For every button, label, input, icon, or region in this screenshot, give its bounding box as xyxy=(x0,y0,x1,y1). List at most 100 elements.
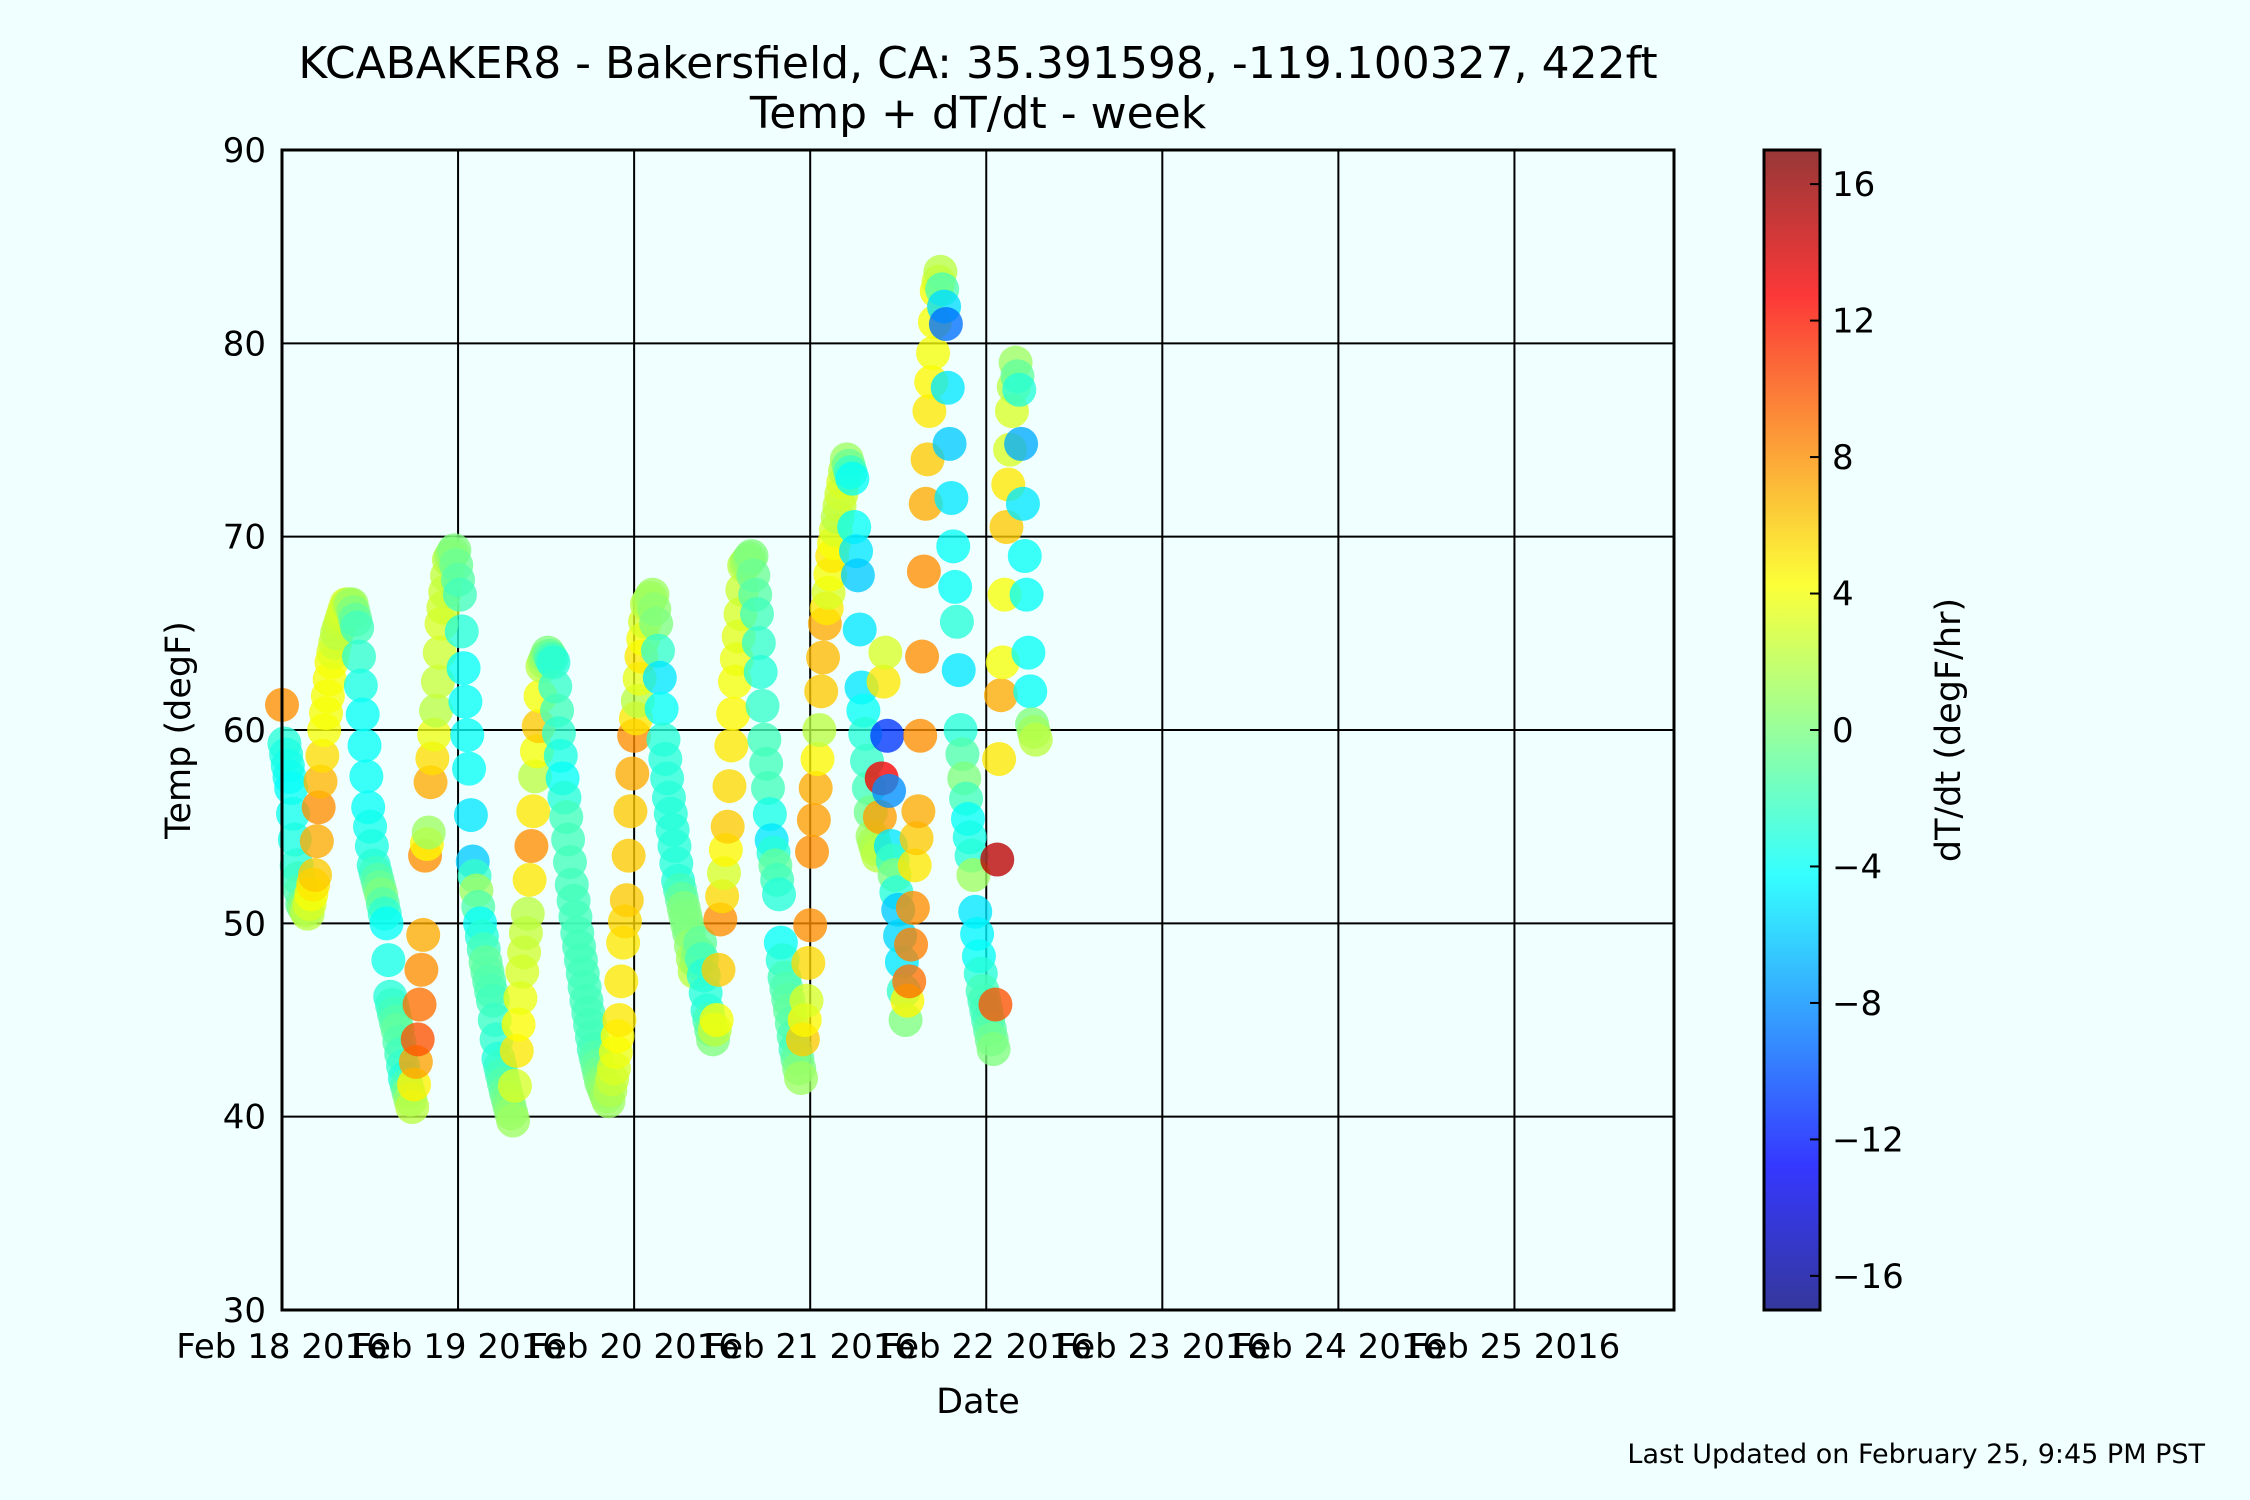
data-point xyxy=(906,554,941,589)
data-point xyxy=(609,883,644,918)
y-tick-label: 70 xyxy=(223,518,266,558)
data-point xyxy=(402,987,437,1022)
x-axis-label: Date xyxy=(936,1382,1020,1422)
data-point xyxy=(712,769,747,804)
data-point xyxy=(901,794,936,829)
data-point xyxy=(928,307,963,341)
data-point xyxy=(930,370,965,405)
data-point xyxy=(791,945,826,980)
data-point xyxy=(840,558,875,593)
data-points xyxy=(265,254,1053,1138)
data-point xyxy=(741,626,776,660)
data-point xyxy=(400,1022,435,1057)
data-point xyxy=(305,738,340,773)
colorbar-tick-label: −4 xyxy=(1832,847,1882,887)
data-point xyxy=(762,877,797,912)
data-point xyxy=(299,824,334,859)
data-point xyxy=(1007,539,1042,573)
x-tick-label: Feb 24 2016 xyxy=(1233,1327,1445,1367)
x-tick-label: Feb 23 2016 xyxy=(1057,1327,1269,1367)
y-tick-label: 60 xyxy=(223,711,266,751)
data-point xyxy=(943,713,978,747)
data-point xyxy=(1002,372,1037,407)
x-tick-label: Feb 25 2016 xyxy=(1409,1327,1621,1367)
data-point xyxy=(514,829,549,863)
data-point xyxy=(411,815,446,850)
data-point xyxy=(1018,722,1053,757)
data-point xyxy=(1009,577,1044,612)
data-point xyxy=(747,722,782,757)
colorbar-tick-label: 12 xyxy=(1832,302,1875,342)
y-tick-label: 40 xyxy=(223,1098,266,1138)
colorbar-ticks: 16 12 8 4 0 −4 −8 −12 −16 xyxy=(1810,165,1904,1297)
colorbar-label: dT/dt (degF/hr) xyxy=(1929,598,1969,862)
data-point xyxy=(371,943,406,978)
data-point xyxy=(870,718,905,753)
y-axis-ticks: 30 40 50 60 70 80 90 xyxy=(223,131,266,1331)
data-point xyxy=(369,906,404,941)
data-point xyxy=(982,742,1017,776)
data-point xyxy=(446,651,481,686)
data-point xyxy=(404,952,439,987)
last-updated-text: Last Updated on February 25, 9:45 PM PST xyxy=(1627,1439,2205,1470)
data-point xyxy=(793,908,828,943)
data-point xyxy=(795,834,830,869)
chart-subtitle: Temp + dT/dt - week xyxy=(749,88,1207,139)
data-point xyxy=(806,640,841,675)
data-point xyxy=(516,794,551,829)
data-point xyxy=(604,964,639,999)
data-point xyxy=(420,664,455,699)
data-point xyxy=(714,728,749,763)
y-tick-label: 50 xyxy=(223,904,266,944)
y-tick-label: 80 xyxy=(223,324,266,364)
data-point xyxy=(789,983,824,1018)
data-point xyxy=(536,645,571,680)
data-point xyxy=(512,862,547,897)
data-point xyxy=(796,802,831,837)
y-axis-label: Temp (degF) xyxy=(159,621,199,840)
data-point xyxy=(897,848,932,883)
grid-lines xyxy=(282,150,1674,1310)
data-point xyxy=(503,981,538,1016)
data-point xyxy=(518,759,553,794)
data-point xyxy=(303,764,338,799)
data-point xyxy=(349,759,384,794)
data-point xyxy=(611,838,646,873)
data-point xyxy=(615,756,650,791)
data-point xyxy=(985,645,1020,680)
data-point xyxy=(450,718,485,753)
data-point xyxy=(345,697,380,732)
data-point xyxy=(892,964,927,999)
data-point xyxy=(639,606,674,641)
data-point xyxy=(406,917,441,952)
data-point xyxy=(1013,674,1048,709)
data-point xyxy=(710,809,745,844)
data-point xyxy=(868,635,903,670)
x-tick-label: Feb 22 2016 xyxy=(880,1327,1092,1367)
data-point xyxy=(501,1007,536,1042)
data-point xyxy=(938,569,973,604)
data-point xyxy=(642,660,677,695)
data-point xyxy=(701,952,736,987)
data-point xyxy=(1011,635,1046,670)
y-tick-label: 90 xyxy=(223,131,266,171)
colorbar-tick-label: −12 xyxy=(1832,1120,1904,1160)
data-point xyxy=(941,653,976,688)
colorbar-tick-label: 0 xyxy=(1832,711,1854,751)
data-point xyxy=(980,842,1015,877)
data-point xyxy=(905,639,940,674)
data-point xyxy=(342,639,377,674)
data-point xyxy=(976,1032,1011,1066)
data-point xyxy=(453,798,488,833)
data-point xyxy=(752,797,787,832)
x-tick-label: Feb 18 2016 xyxy=(176,1327,388,1367)
data-point xyxy=(945,737,980,772)
x-tick-label: Feb 19 2016 xyxy=(352,1327,564,1367)
data-point xyxy=(936,529,971,564)
data-point xyxy=(916,336,951,370)
data-point xyxy=(749,746,784,781)
data-point xyxy=(716,696,751,731)
data-point xyxy=(419,693,454,728)
